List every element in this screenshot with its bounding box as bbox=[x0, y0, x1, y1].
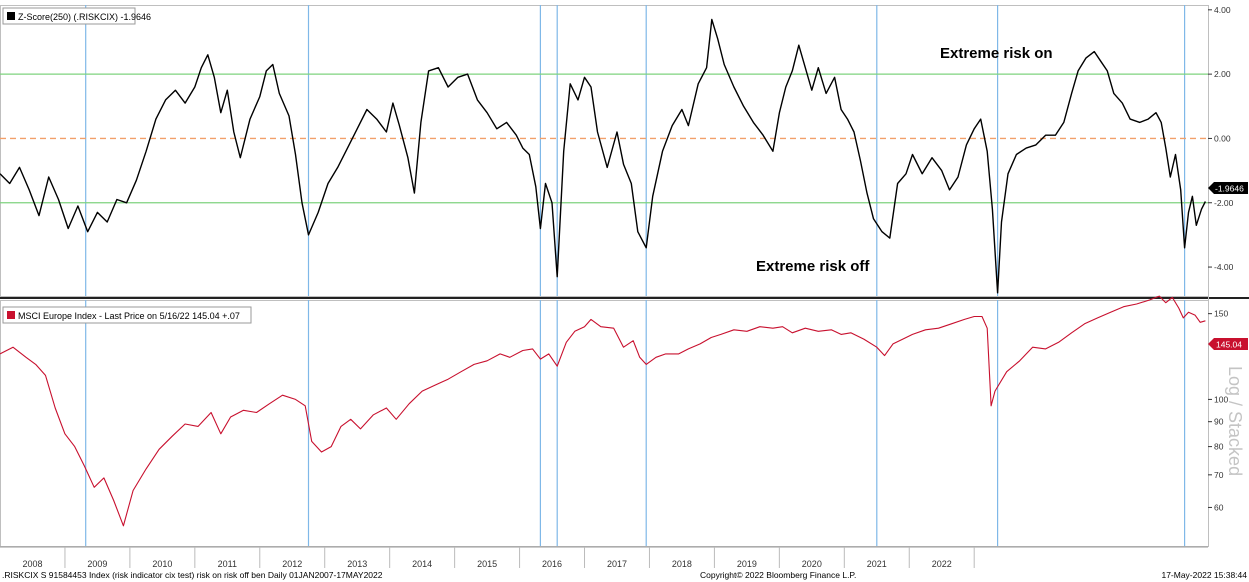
bottom-y-tick-label-5: 60 bbox=[1214, 502, 1224, 512]
x-tick-label-2017: 2017 bbox=[607, 559, 627, 569]
top-guide-lines bbox=[0, 73, 1208, 204]
annotation-extreme-risk-off: Extreme risk off bbox=[756, 258, 870, 275]
bottom-legend-text: MSCI Europe Index - Last Price on 5/16/2… bbox=[18, 311, 240, 321]
bottom-y-tick-label-3: 80 bbox=[1214, 442, 1224, 452]
z-score-series bbox=[0, 18, 1207, 294]
bottom-panel-frame bbox=[0, 300, 1209, 547]
z-score-line bbox=[0, 18, 1207, 294]
z-last-value-tag: -1.9646 bbox=[1208, 182, 1248, 194]
x-tick-label-2011: 2011 bbox=[218, 559, 237, 569]
msci-series bbox=[0, 295, 1206, 527]
x-tick-label-2015: 2015 bbox=[477, 559, 497, 569]
footer-center: Copyright© 2022 Bloomberg Finance L.P. bbox=[700, 570, 856, 580]
top-legend: Z-Score(250) (.RISKCIX) -1.9646 bbox=[2, 7, 151, 25]
bottom-y-tick-label-0: 150 bbox=[1214, 309, 1228, 319]
annotation-extreme-risk-on: Extreme risk on bbox=[940, 45, 1053, 62]
top-legend-swatch bbox=[7, 12, 15, 20]
top-y-tick-label-4: -4.00 bbox=[1214, 262, 1234, 272]
top-legend-text: Z-Score(250) (.RISKCIX) -1.9646 bbox=[18, 12, 151, 22]
msci-last-value-tag: 145.04 bbox=[1208, 338, 1248, 350]
footer-right: 17-May-2022 15:38:44 bbox=[1161, 570, 1247, 580]
bottom-y-tick-label-4: 70 bbox=[1214, 470, 1224, 480]
bottom-legend: MSCI Europe Index - Last Price on 5/16/2… bbox=[2, 306, 252, 324]
event-lines bbox=[85, 5, 1186, 546]
x-tick-label-2010: 2010 bbox=[152, 559, 172, 569]
x-tick-label-2020: 2020 bbox=[802, 559, 822, 569]
footer-left: .RISKCIX S 91584453 Index (risk indicato… bbox=[2, 570, 383, 580]
top-panel-frame bbox=[0, 5, 1209, 297]
x-tick-label-2013: 2013 bbox=[347, 559, 367, 569]
bottom-y-tick-label-2: 90 bbox=[1214, 417, 1224, 427]
bottom-y-axis: 150 100 90 80 70 60 bbox=[1208, 309, 1228, 512]
top-y-axis: 4.00 2.00 0.00 -2.00 -4.00 bbox=[1208, 5, 1234, 272]
x-tick-label-2022: 2022 bbox=[932, 559, 952, 569]
top-y-tick-label-2: 0.00 bbox=[1214, 133, 1231, 143]
x-axis: 2008 2009 2010 2011 2012 2013 2014 2015 2016 2017… bbox=[0, 546, 1208, 569]
bottom-legend-swatch bbox=[7, 311, 15, 319]
bottom-y-tick-label-1: 100 bbox=[1214, 394, 1228, 404]
x-tick-label-2021: 2021 bbox=[867, 559, 887, 569]
scale-label: Log / Stacked bbox=[1225, 366, 1245, 476]
x-tick-label-2014: 2014 bbox=[412, 559, 432, 569]
x-tick-label-2019: 2019 bbox=[737, 559, 757, 569]
top-y-tick-label-1: 2.00 bbox=[1214, 69, 1231, 79]
z-last-value-text: -1.9646 bbox=[1215, 184, 1244, 194]
x-tick-label-2012: 2012 bbox=[282, 559, 302, 569]
msci-europe-line bbox=[0, 295, 1206, 527]
top-y-tick-label-0: 4.00 bbox=[1214, 5, 1231, 15]
x-tick-label-2018: 2018 bbox=[672, 559, 692, 569]
msci-last-value-text: 145.04 bbox=[1216, 340, 1242, 350]
x-tick-label-2009: 2009 bbox=[87, 559, 107, 569]
x-tick-label-2016: 2016 bbox=[542, 559, 562, 569]
top-y-tick-label-3: -2.00 bbox=[1214, 198, 1234, 208]
x-tick-label-2008: 2008 bbox=[22, 559, 42, 569]
